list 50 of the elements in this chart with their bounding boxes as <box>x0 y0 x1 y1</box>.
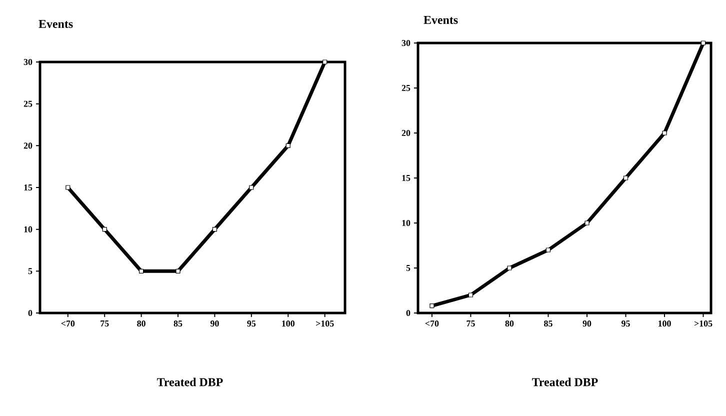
y-tick-label: 20 <box>402 130 410 136</box>
point <box>700 40 706 46</box>
y-tick-label: 10 <box>402 220 410 226</box>
x-tick-label: 85 <box>544 320 552 327</box>
y-tick-label: 10 <box>24 226 32 232</box>
x-tick-label: 90 <box>582 320 592 327</box>
x-tick-label: 80 <box>137 320 146 327</box>
x-tick-label: <70 <box>425 320 439 327</box>
point <box>249 185 254 190</box>
x-tick-label: <70 <box>61 320 75 327</box>
y-tick-label: 30 <box>24 58 32 66</box>
x-tick-label: 90 <box>210 320 219 327</box>
y-tick-label: 5 <box>28 268 32 274</box>
point <box>139 268 144 274</box>
y-tick-label: 15 <box>24 184 32 191</box>
x-tick-label: 100 <box>282 320 295 327</box>
x-tick-label: 95 <box>247 320 256 327</box>
y-tick-label: 25 <box>402 84 410 92</box>
y-tick-label: 5 <box>406 265 410 271</box>
point <box>430 304 434 308</box>
x-tick-label: 80 <box>505 320 514 327</box>
point <box>584 220 590 226</box>
x-tick-label: 85 <box>174 320 182 327</box>
point <box>546 248 551 252</box>
point <box>102 227 107 232</box>
point <box>468 292 474 298</box>
x-axis-title: Treated DBP <box>157 378 223 386</box>
x-tick-label: 95 <box>622 320 630 327</box>
y-axis-title: Events <box>38 20 73 28</box>
point <box>507 266 512 270</box>
x-tick-label: 75 <box>100 320 109 326</box>
y-tick-label: 30 <box>402 40 410 46</box>
point <box>176 268 180 274</box>
point <box>662 130 667 136</box>
y-tick-label: 20 <box>24 142 32 149</box>
y-tick-label: 25 <box>24 100 32 107</box>
point <box>322 60 328 64</box>
x-axis-title: Treated DBP <box>532 378 598 386</box>
point <box>66 185 70 190</box>
point <box>212 227 218 232</box>
point <box>623 176 628 180</box>
y-tick-label: 0 <box>28 310 32 316</box>
point <box>286 143 290 148</box>
x-tick-label: 100 <box>658 320 671 327</box>
x-tick-label: >105 <box>316 320 334 327</box>
x-tick-label: 75 <box>466 320 475 326</box>
x-tick-label: >105 <box>694 320 712 327</box>
y-tick-label: 15 <box>402 174 410 182</box>
y-axis-title: Events <box>424 16 458 24</box>
y-tick-label: 0 <box>406 310 410 316</box>
